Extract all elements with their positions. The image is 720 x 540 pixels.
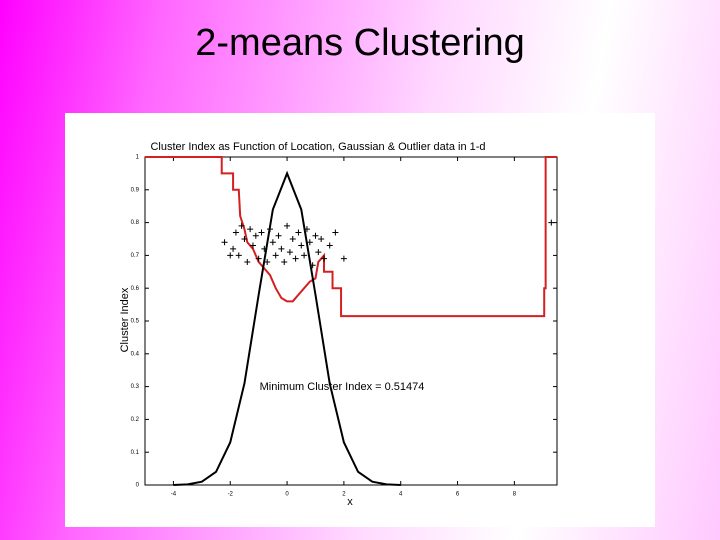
data-point [244,258,251,265]
x-tick-label: -2 [228,492,234,498]
data-point [264,258,271,265]
data-point [252,232,259,239]
x-axis-label: x [347,496,353,508]
plot-frame [144,156,558,486]
line [145,156,557,318]
data-point [238,222,245,229]
y-tick-label: 0.9 [131,187,140,193]
data-point [255,255,262,262]
y-tick-label: 0.3 [131,384,140,390]
x-tick-label: 6 [456,492,460,498]
data-point [249,242,256,249]
data-point [247,226,254,233]
data-point [241,236,248,242]
x-tick-label: 0 [285,492,289,498]
x-tick-label: 4 [399,492,403,498]
y-axis-label: Cluster Index [119,287,131,352]
data-point [278,245,285,252]
data-point [292,255,299,262]
data-point [548,219,555,226]
data-point [281,258,288,265]
data-point [267,226,274,233]
x-tick-label: 2 [342,492,346,498]
y-tick-label: 0.7 [131,253,140,259]
data-point [315,249,322,256]
data-point [272,252,279,259]
data-point [258,229,265,236]
data-point [221,239,228,246]
data-point [309,262,316,269]
data-point [269,239,276,246]
data-point [230,245,237,252]
data-point [286,249,293,256]
data-point [321,255,328,262]
data-point [235,252,242,259]
data-point [312,232,319,239]
data-point [232,229,239,236]
slide-title: 2-means Clustering [195,22,525,64]
data-point [295,229,302,236]
data-point [275,232,282,239]
y-tick-label: 1 [136,155,140,161]
x-tick-label: -4 [171,492,177,498]
y-tick-label: 0.4 [131,351,140,357]
data-point [318,236,325,242]
x-tick-label: 8 [513,492,517,498]
y-tick-label: 0.1 [131,450,140,456]
line [173,170,401,486]
y-tick-label: 0.6 [131,286,140,292]
data-point [284,222,291,229]
data-point [340,255,347,262]
data-point [261,245,268,252]
data-point [227,252,234,259]
data-point [306,239,313,246]
data-point [332,229,339,236]
y-tick-label: 0.8 [131,220,140,226]
y-tick-label: 0 [136,483,140,489]
data-point [303,226,310,233]
y-tick-label: 0.5 [131,319,140,325]
y-tick-label: 0.2 [131,417,140,423]
data-point [301,252,308,259]
data-point [289,236,296,242]
data-point [326,242,333,249]
data-point [298,242,305,249]
chart-title: Cluster Index as Function of Location, G… [150,141,485,153]
annotation: Minimum Cluster Index = 0.51474 [260,381,425,393]
chart: Cluster Index as Function of Location, G… [65,113,655,527]
